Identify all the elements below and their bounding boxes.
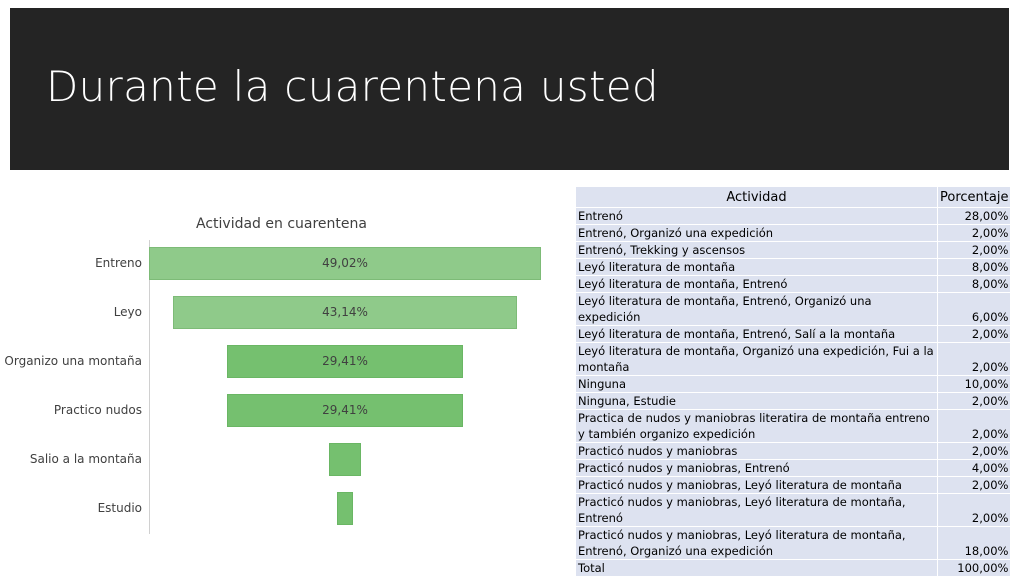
- category-label: Salio a la montaña: [29, 451, 142, 466]
- table-body: Entrenó 28,00% Entrenó, Organizó una exped…: [575, 207, 1012, 577]
- slide-title: Durante la cuarentena usted: [46, 62, 659, 111]
- percentage-cell: 2,00%: [936, 442, 1012, 460]
- activity-cell: Practicó nudos y maniobras, Leyó literat…: [575, 493, 938, 527]
- activity-cell: Practicó nudos y maniobras: [575, 442, 938, 460]
- chart-axis-line: [149, 240, 150, 534]
- activity-cell: Ninguna: [575, 375, 938, 393]
- table-row: Entrenó, Trekking y ascensos 2,00%: [575, 241, 1012, 259]
- activity-cell: Practicó nudos y maniobras, Entrenó: [575, 459, 938, 477]
- bar-value-label: 49,02%: [322, 255, 368, 270]
- category-label: Practico nudos: [53, 402, 142, 417]
- category-label: Organizo una montaña: [4, 353, 142, 368]
- table-row: Leyó literatura de montaña, Entrenó, Org…: [575, 292, 1012, 326]
- category-label: Entreno: [95, 255, 142, 270]
- table-row: Leyó literatura de montaña, Entrenó 8,00%: [575, 275, 1012, 293]
- percentage-cell: 2,00%: [936, 476, 1012, 494]
- table-row: Practicó nudos y maniobras, Leyó literat…: [575, 526, 1012, 560]
- chart-title: Actividad en cuarentena: [196, 216, 367, 232]
- category-label: Leyo: [113, 304, 142, 319]
- table-row: Ninguna 10,00%: [575, 375, 1012, 393]
- table-row: Leyó literatura de montaña, Entrenó, Sal…: [575, 325, 1012, 343]
- percentage-cell: 8,00%: [936, 258, 1012, 276]
- percentage-cell: 6,00%: [936, 292, 1012, 326]
- table-row: Practica de nudos y maniobras literatira…: [575, 409, 1012, 443]
- table-row: Practicó nudos y maniobras 2,00%: [575, 442, 1012, 460]
- table-row: Entrenó, Organizó una expedición 2,00%: [575, 224, 1012, 242]
- percentage-cell: 100,00%: [936, 559, 1012, 577]
- percentage-cell: 28,00%: [936, 207, 1012, 225]
- activity-cell: Practicó nudos y maniobras, Leyó literat…: [575, 476, 938, 494]
- activity-cell: Leyó literatura de montaña, Organizó una…: [575, 342, 938, 376]
- funnel-chart: Actividad en cuarentena Entreno 49,02% Ley…: [0, 200, 560, 540]
- activity-cell: Leyó literatura de montaña, Entrenó: [575, 275, 938, 293]
- activity-cell: Total: [575, 559, 938, 577]
- percentage-cell: 2,00%: [936, 325, 1012, 343]
- bar-value-label: 29,41%: [322, 353, 368, 368]
- percentage-cell: 2,00%: [936, 342, 1012, 376]
- table-row: Leyó literatura de montaña 8,00%: [575, 258, 1012, 276]
- funnel-bar: [227, 345, 463, 378]
- percentage-cell: 2,00%: [936, 224, 1012, 242]
- table-row: Entrenó 28,00%: [575, 207, 1012, 225]
- activity-cell: Entrenó, Trekking y ascensos: [575, 241, 938, 259]
- funnel-bar: [149, 247, 541, 280]
- table-header-row: Actividad Porcentaje: [575, 186, 1012, 208]
- activity-table: Actividad Porcentaje Entrenó 28,00% Entren…: [575, 186, 1012, 577]
- bar-value-label: 29,41%: [322, 402, 368, 417]
- activity-cell: Entrenó, Organizó una expedición: [575, 224, 938, 242]
- bar-value-label: 43,14%: [322, 304, 368, 319]
- activity-cell: Practicó nudos y maniobras, Leyó literat…: [575, 526, 938, 560]
- percentage-cell: 18,00%: [936, 526, 1012, 560]
- table-row: Leyó literatura de montaña, Organizó una…: [575, 342, 1012, 376]
- percentage-cell: 2,00%: [936, 241, 1012, 259]
- funnel-bar: [227, 394, 463, 427]
- category-label: Estudio: [97, 500, 142, 515]
- funnel-bar: [329, 443, 361, 476]
- title-banner: Durante la cuarentena usted: [10, 8, 1009, 170]
- header-porcentaje: Porcentaje: [936, 186, 1012, 208]
- total-row: Total 100,00%: [575, 559, 1012, 577]
- table-row: Practicó nudos y maniobras, Entrenó 4,00%: [575, 459, 1012, 477]
- table-row: Practicó nudos y maniobras, Leyó literat…: [575, 493, 1012, 527]
- activity-cell: Practica de nudos y maniobras literatira…: [575, 409, 938, 443]
- activity-cell: Ninguna, Estudie: [575, 392, 938, 410]
- percentage-cell: 4,00%: [936, 459, 1012, 477]
- funnel-bar: [337, 492, 353, 525]
- header-actividad: Actividad: [575, 186, 938, 208]
- percentage-cell: 8,00%: [936, 275, 1012, 293]
- percentage-cell: 2,00%: [936, 409, 1012, 443]
- activity-cell: Leyó literatura de montaña, Entrenó, Sal…: [575, 325, 938, 343]
- percentage-cell: 10,00%: [936, 375, 1012, 393]
- table-row: Practicó nudos y maniobras, Leyó literat…: [575, 476, 1012, 494]
- activity-cell: Leyó literatura de montaña, Entrenó, Org…: [575, 292, 938, 326]
- table-row: Ninguna, Estudie 2,00%: [575, 392, 1012, 410]
- funnel-bar: [172, 296, 518, 329]
- activity-cell: Entrenó: [575, 207, 938, 225]
- percentage-cell: 2,00%: [936, 493, 1012, 527]
- activity-cell: Leyó literatura de montaña: [575, 258, 938, 276]
- percentage-cell: 2,00%: [936, 392, 1012, 410]
